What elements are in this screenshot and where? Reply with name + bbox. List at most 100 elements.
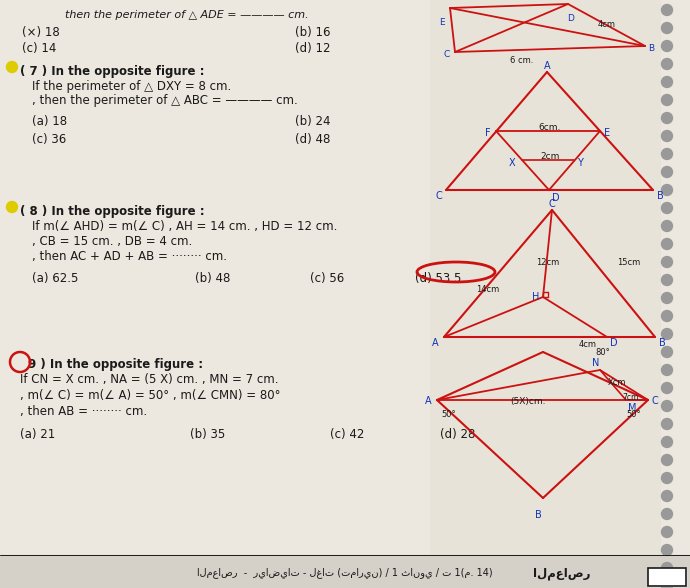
- Text: 105: 105: [654, 569, 680, 582]
- Text: (a) 21: (a) 21: [20, 428, 55, 441]
- Text: (b) 16: (b) 16: [295, 26, 331, 39]
- Text: ( 8 ) In the opposite figure :: ( 8 ) In the opposite figure :: [20, 205, 205, 218]
- Text: (c) 14: (c) 14: [22, 42, 57, 55]
- Text: C: C: [549, 199, 555, 209]
- Text: C: C: [444, 50, 450, 59]
- Text: C: C: [652, 396, 659, 406]
- Text: (c) 36: (c) 36: [32, 133, 66, 146]
- Text: 2cm: 2cm: [540, 152, 560, 161]
- Circle shape: [662, 41, 673, 52]
- Text: A: A: [544, 61, 551, 71]
- Text: A: A: [432, 338, 439, 348]
- Circle shape: [662, 329, 673, 339]
- Text: H: H: [532, 292, 540, 302]
- Text: then the perimeter of △ ADE = ———— cm.: then the perimeter of △ ADE = ———— cm.: [65, 10, 308, 20]
- Circle shape: [662, 239, 673, 249]
- Text: Xcm: Xcm: [608, 378, 627, 387]
- Bar: [648, 568, 686, 586]
- Text: (d) 28: (d) 28: [440, 428, 475, 441]
- Circle shape: [662, 112, 673, 123]
- Circle shape: [662, 5, 673, 15]
- Circle shape: [662, 166, 673, 178]
- Text: B: B: [659, 338, 666, 348]
- Bar: [0, 555, 690, 588]
- Circle shape: [662, 149, 673, 159]
- Text: 12cm: 12cm: [536, 258, 560, 267]
- Circle shape: [662, 490, 673, 502]
- Circle shape: [662, 76, 673, 88]
- Text: المعاصر: المعاصر: [533, 567, 590, 580]
- Circle shape: [662, 580, 673, 588]
- Circle shape: [662, 509, 673, 520]
- Circle shape: [662, 202, 673, 213]
- Circle shape: [6, 62, 17, 72]
- Circle shape: [6, 202, 17, 212]
- Circle shape: [662, 436, 673, 447]
- Text: 15cm: 15cm: [617, 258, 640, 267]
- Text: Y: Y: [577, 158, 583, 168]
- Text: (×) 18: (×) 18: [22, 26, 60, 39]
- Circle shape: [662, 473, 673, 483]
- Text: (c) 42: (c) 42: [330, 428, 364, 441]
- Circle shape: [662, 256, 673, 268]
- Text: (b) 35: (b) 35: [190, 428, 225, 441]
- Text: M: M: [628, 403, 636, 413]
- Circle shape: [662, 95, 673, 105]
- Text: (d) 48: (d) 48: [295, 133, 331, 146]
- Circle shape: [662, 292, 673, 303]
- Text: D: D: [568, 14, 575, 23]
- Text: A: A: [425, 396, 432, 406]
- Text: 9 ) In the opposite figure :: 9 ) In the opposite figure :: [28, 358, 203, 371]
- Text: E: E: [440, 18, 445, 27]
- Circle shape: [662, 455, 673, 466]
- Circle shape: [662, 544, 673, 556]
- Text: , then AC + AD + AB = ········ cm.: , then AC + AD + AB = ········ cm.: [32, 250, 227, 263]
- Text: D: D: [552, 193, 560, 203]
- Circle shape: [662, 383, 673, 393]
- Text: , m(∠ C) = m(∠ A) = 50° , m(∠ CMN) = 80°: , m(∠ C) = m(∠ A) = 50° , m(∠ CMN) = 80°: [20, 389, 281, 402]
- Circle shape: [662, 365, 673, 376]
- Circle shape: [662, 185, 673, 195]
- Circle shape: [662, 526, 673, 537]
- Text: B: B: [648, 44, 654, 53]
- Bar: [430, 0, 660, 588]
- Text: 6 cm.: 6 cm.: [510, 56, 533, 65]
- Text: If CN = X cm. , NA = (5 X) cm. , MN = 7 cm.: If CN = X cm. , NA = (5 X) cm. , MN = 7 …: [20, 373, 279, 386]
- Text: If m(∠ AHD) = m(∠ C) , AH = 14 cm. , HD = 12 cm.: If m(∠ AHD) = m(∠ C) , AH = 14 cm. , HD …: [32, 220, 337, 233]
- Text: (b) 48: (b) 48: [195, 272, 230, 285]
- Text: المعاصر  -  رياضيات - لغات (تمارين) / 1 ثانوي / ت 1(م. 14): المعاصر - رياضيات - لغات (تمارين) / 1 ثا…: [197, 567, 493, 578]
- Text: E: E: [604, 128, 610, 138]
- Text: X: X: [509, 158, 515, 168]
- Text: , then AB = ········ cm.: , then AB = ········ cm.: [20, 405, 147, 418]
- Text: , CB = 15 cm. , DB = 4 cm.: , CB = 15 cm. , DB = 4 cm.: [32, 235, 193, 248]
- Text: B: B: [535, 510, 542, 520]
- Text: 6cm.: 6cm.: [538, 123, 560, 132]
- Circle shape: [662, 310, 673, 322]
- Text: N: N: [592, 358, 600, 368]
- Circle shape: [662, 22, 673, 34]
- Text: (d) 12: (d) 12: [295, 42, 331, 55]
- Text: If the perimeter of △ DXY = 8 cm.: If the perimeter of △ DXY = 8 cm.: [32, 80, 231, 93]
- Text: 4cm: 4cm: [598, 20, 616, 29]
- Text: D: D: [610, 338, 618, 348]
- Text: 7cm: 7cm: [622, 393, 638, 402]
- Text: (5X)cm.: (5X)cm.: [510, 397, 546, 406]
- Text: (a) 62.5: (a) 62.5: [32, 272, 79, 285]
- Text: 50°: 50°: [626, 410, 640, 419]
- Text: 4cm: 4cm: [579, 340, 597, 349]
- Text: (c) 56: (c) 56: [310, 272, 344, 285]
- Circle shape: [662, 275, 673, 286]
- Circle shape: [662, 220, 673, 232]
- Text: , then the perimeter of △ ABC = ———— cm.: , then the perimeter of △ ABC = ———— cm.: [32, 94, 298, 107]
- Circle shape: [662, 131, 673, 142]
- Text: ( 7 ) In the opposite figure :: ( 7 ) In the opposite figure :: [20, 65, 204, 78]
- Text: B: B: [657, 191, 664, 201]
- Text: C: C: [435, 191, 442, 201]
- Circle shape: [662, 563, 673, 573]
- Text: (d) 53.5: (d) 53.5: [415, 272, 462, 285]
- Text: 50°: 50°: [441, 410, 455, 419]
- Text: (b) 24: (b) 24: [295, 115, 331, 128]
- Text: F: F: [485, 128, 491, 138]
- Circle shape: [662, 419, 673, 429]
- Text: 14cm: 14cm: [476, 285, 500, 294]
